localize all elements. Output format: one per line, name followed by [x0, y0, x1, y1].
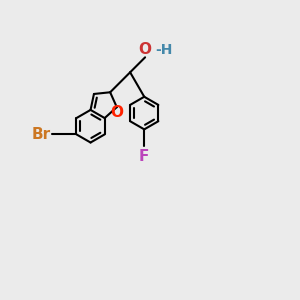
Text: -H: -H	[155, 43, 173, 57]
Text: F: F	[139, 149, 149, 164]
Text: O: O	[139, 42, 152, 57]
Text: Br: Br	[32, 127, 51, 142]
Text: O: O	[110, 105, 123, 120]
